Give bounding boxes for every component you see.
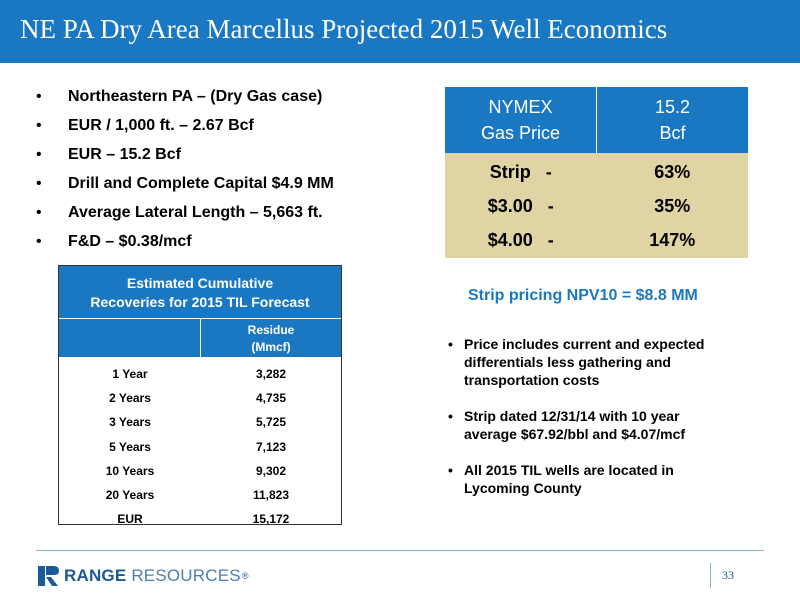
title-bar: NE PA Dry Area Marcellus Projected 2015 … (0, 0, 800, 63)
table-row: EUR 15,172 (59, 507, 341, 531)
bullet-item: • EUR / 1,000 ft. – 2.67 Bcf (36, 116, 334, 145)
return-cell: 35% (654, 196, 691, 216)
bullet-dot: • (448, 462, 453, 478)
gas-price-table-header: NYMEX Gas Price 15.2 Bcf (445, 87, 748, 153)
table-row: 3 Years 5,725 (59, 410, 341, 434)
bullet-text: Northeastern PA – (Dry Gas case) (68, 88, 323, 105)
slide-title: NE PA Dry Area Marcellus Projected 2015 … (20, 14, 668, 44)
period-cell: 10 Years (105, 463, 155, 478)
table-row: $4.00 - 147% (445, 223, 748, 257)
residue-header-line-2: (Mmcf) (251, 340, 291, 354)
logo-word-range: RANGE (64, 566, 127, 585)
residue-cell: 15,172 (252, 512, 290, 527)
bullet-text: F&D – $0.38/mcf (68, 233, 192, 250)
note-item: • All 2015 TIL wells are located in Lycom… (448, 461, 704, 497)
bullet-dot: • (36, 204, 42, 221)
cumulative-recoveries-table: Estimated Cumulative Recoveries for 2015… (58, 265, 342, 526)
table-row: 2 Years 4,735 (59, 386, 341, 410)
residue-cell: 3,282 (255, 367, 287, 381)
period-cell: 3 Years (109, 415, 151, 430)
logo-wordmark: RANGE RESOURCES (64, 566, 241, 586)
table-row: 20 Years 11,823 (59, 483, 341, 507)
page-number: 33 (722, 568, 734, 582)
range-logo-icon (38, 566, 59, 586)
header-unit: Bcf (659, 123, 686, 143)
bullet-dot: • (448, 408, 453, 424)
table-row: 5 Years 7,123 (59, 435, 341, 459)
table-row: $3.00 - 35% (445, 189, 748, 223)
company-logo: RANGE RESOURCES ® (38, 566, 248, 586)
note-item: • Price includes current and expected dif… (448, 335, 704, 389)
period-cell: 2 Years (109, 391, 151, 406)
header-value: 15.2 (654, 97, 691, 117)
bullet-dot: • (36, 117, 42, 134)
logo-registered-mark: ® (241, 571, 249, 581)
bullet-text: EUR / 1,000 ft. – 2.67 Bcf (68, 117, 254, 134)
bullet-list: • Northeastern PA – (Dry Gas case) • EUR /… (36, 87, 334, 261)
header-gas-price: Gas Price (480, 123, 561, 143)
bullet-dot: • (36, 88, 42, 105)
note-text: Price includes current and expected diff… (464, 336, 705, 388)
title-line-1: Estimated Cumulative (126, 275, 274, 291)
note-text: All 2015 TIL wells are located in Lycomi… (464, 462, 674, 496)
period-cell: 5 Years (109, 439, 151, 454)
return-cell: 147% (649, 230, 696, 250)
bullet-dot: • (36, 146, 42, 163)
table-row: 1 Year 3,282 (59, 362, 341, 386)
residue-cell: 4,735 (255, 391, 287, 406)
bullet-dot: • (36, 175, 42, 192)
bullet-item: • F&D – $0.38/mcf (36, 232, 334, 261)
price-cell: Strip - (489, 162, 552, 182)
gas-price-table-body: Strip - 63% $3.00 - 35% $4.00 - 147% (445, 153, 748, 258)
residue-cell: 11,823 (252, 487, 290, 502)
note-item: • Strip dated 12/31/14 with 10 year avera… (448, 407, 704, 443)
period-cell: 1 Year (112, 367, 148, 381)
bullet-item: • EUR – 15.2 Bcf (36, 145, 334, 174)
return-cell: 63% (654, 162, 691, 182)
bullet-item: • Average Lateral Length – 5,663 ft. (36, 203, 334, 232)
bullet-text: Average Lateral Length – 5,663 ft. (68, 204, 323, 221)
notes-list: • Price includes current and expected dif… (448, 335, 704, 515)
residue-header: Residue (Mmcf) (201, 319, 341, 357)
bullet-item: • Northeastern PA – (Dry Gas case) (36, 87, 334, 116)
footer-divider (710, 563, 711, 588)
header-nymex: NYMEX (488, 97, 553, 117)
footer-rule (36, 550, 764, 551)
table-row: 10 Years 9,302 (59, 459, 341, 483)
residue-cell: 5,725 (255, 415, 287, 430)
title-line-2: Recoveries for 2015 TIL Forecast (90, 294, 310, 310)
bullet-text: EUR – 15.2 Bcf (68, 146, 181, 163)
bullet-dot: • (36, 233, 42, 250)
bullet-dot: • (448, 336, 453, 352)
table-row: Strip - 63% (445, 155, 748, 189)
residue-cell: 7,123 (255, 439, 287, 454)
price-cell: $3.00 - (487, 196, 554, 216)
cumulative-table-title: Estimated Cumulative Recoveries for 2015… (59, 266, 341, 319)
blank-header-cell (59, 319, 201, 357)
note-text: Strip dated 12/31/14 with 10 year averag… (464, 408, 686, 442)
logo-word-resources: RESOURCES (126, 566, 241, 585)
cumulative-table-body: 1 Year 3,282 2 Years 4,735 3 Years 5,725 5 … (59, 357, 341, 531)
cumulative-table-col-header: Residue (Mmcf) (59, 319, 341, 357)
npv-summary: Strip pricing NPV10 = $8.8 MM (468, 287, 698, 304)
gas-price-table: NYMEX Gas Price 15.2 Bcf Strip - 63% $3.… (445, 87, 748, 258)
bullet-text: Drill and Complete Capital $4.9 MM (68, 175, 334, 192)
period-cell: EUR (117, 512, 143, 527)
header-bcf: 15.2 Bcf (597, 87, 748, 153)
price-cell: $4.00 - (487, 230, 554, 250)
period-cell: 20 Years (105, 487, 155, 502)
bullet-item: • Drill and Complete Capital $4.9 MM (36, 174, 334, 203)
header-nymex-gas-price: NYMEX Gas Price (445, 87, 597, 153)
residue-cell: 9,302 (255, 463, 287, 478)
residue-header-line-1: Residue (247, 323, 295, 337)
